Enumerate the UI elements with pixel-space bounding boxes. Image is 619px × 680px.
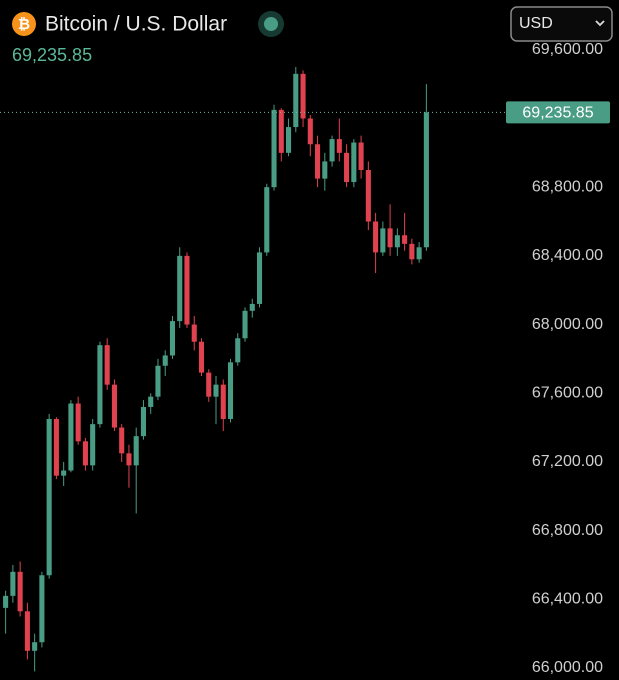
select-value[interactable]: USD [519, 15, 553, 32]
candle-body [90, 424, 96, 466]
last-price-tag [506, 101, 610, 124]
candle-body [17, 571, 23, 612]
y-tick-label: 68,400.00 [532, 247, 603, 264]
plot: 66,000.00 66,400.00 66,800.00 67,200.00 67,6… [0, 41, 610, 676]
candle-body [300, 73, 306, 119]
candle-body [24, 611, 30, 651]
select-caret [595, 20, 605, 27]
currency-select[interactable]: USD [510, 6, 613, 42]
candle-body [213, 384, 219, 397]
candle-body [148, 396, 154, 407]
candle-body [133, 436, 139, 466]
candle-body [344, 152, 350, 183]
candle-body [387, 228, 393, 248]
last-price: 69,235.85 [12, 45, 92, 65]
candle-body [10, 571, 16, 596]
candle-body [256, 252, 263, 304]
candle-body [409, 243, 415, 260]
status-dot [264, 17, 278, 31]
candle-body [271, 109, 277, 188]
candle-body [329, 139, 335, 162]
candle-body [155, 365, 161, 397]
candle-body [423, 112, 429, 248]
candle-body [32, 642, 38, 651]
candle-body [82, 441, 88, 466]
candle-body [46, 418, 52, 576]
y-tick-label: 67,600.00 [532, 384, 603, 401]
candle-body [416, 247, 422, 260]
candle-body [402, 235, 408, 244]
candle-body [177, 255, 183, 322]
candle-body [184, 255, 190, 325]
candle-body [104, 345, 110, 385]
candle-body [39, 575, 45, 643]
candle-body [97, 345, 103, 425]
candle-body [119, 427, 125, 454]
candle-body [358, 142, 364, 170]
y-tick-label: 66,800.00 [532, 522, 603, 539]
candle-body [264, 187, 270, 253]
candle-body [140, 406, 146, 437]
candle-body [365, 170, 371, 222]
candle-body [111, 384, 117, 428]
candle-body [394, 235, 400, 248]
candle-body [336, 139, 342, 153]
candle-body [322, 161, 328, 179]
y-tick-label: 66,000.00 [532, 659, 603, 676]
candle-body [373, 221, 379, 253]
candle-body [307, 118, 313, 145]
y-tick-label: 66,400.00 [532, 591, 603, 608]
candle-body [53, 418, 59, 476]
candle-body [249, 303, 255, 311]
y-tick-label: 68,800.00 [532, 178, 603, 195]
candle-body [242, 310, 248, 339]
candle-body [286, 127, 292, 153]
candle-body [61, 470, 67, 476]
candle-body [235, 338, 241, 363]
bitcoin-icon [12, 12, 36, 36]
y-tick-label: 68,000.00 [532, 316, 603, 333]
candle-body [293, 73, 299, 128]
chart-title: Bitcoin / U.S. Dollar [45, 13, 227, 36]
candle-body [220, 384, 226, 419]
candle-body [198, 341, 205, 373]
y-tick-label: 67,200.00 [532, 453, 603, 470]
y-tick-label: 69,600.00 [532, 41, 603, 58]
candle-body [75, 403, 81, 442]
last-price-tag-label: 69,235.85 [522, 105, 593, 122]
candle-body [126, 453, 132, 466]
candle-body [315, 144, 321, 179]
bitcoin-symbol: ₿ [18, 16, 30, 33]
candle-body [68, 403, 74, 471]
select-box[interactable] [510, 6, 613, 42]
candle-body [278, 109, 284, 153]
candle-body [3, 595, 9, 608]
candle-body [380, 228, 386, 253]
candle-body [162, 355, 168, 366]
candle-body [169, 321, 176, 356]
candle-body [351, 142, 357, 183]
candle-body [191, 324, 197, 342]
candle-body [227, 362, 234, 419]
candle-body [206, 372, 212, 397]
